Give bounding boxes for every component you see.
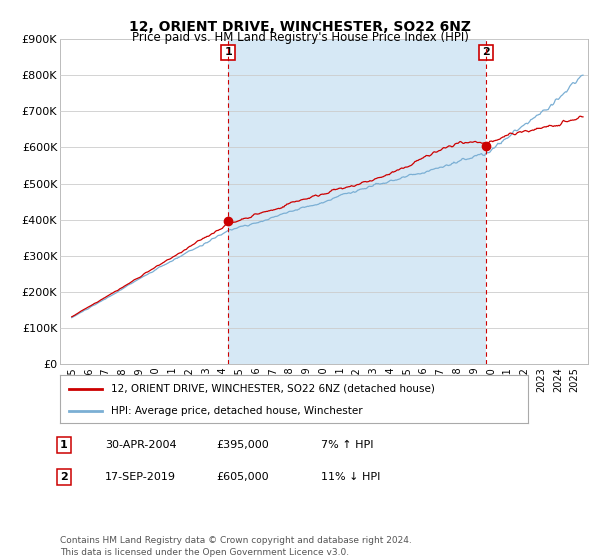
Text: 7% ↑ HPI: 7% ↑ HPI (321, 440, 373, 450)
Text: 2: 2 (482, 48, 490, 57)
Text: 1: 1 (60, 440, 68, 450)
Text: 1: 1 (224, 48, 232, 57)
Text: HPI: Average price, detached house, Winchester: HPI: Average price, detached house, Winc… (112, 406, 363, 416)
Text: 30-APR-2004: 30-APR-2004 (105, 440, 176, 450)
Text: £605,000: £605,000 (216, 472, 269, 482)
Text: 12, ORIENT DRIVE, WINCHESTER, SO22 6NZ: 12, ORIENT DRIVE, WINCHESTER, SO22 6NZ (129, 20, 471, 34)
Bar (228, 39, 486, 364)
Text: Contains HM Land Registry data © Crown copyright and database right 2024.
This d: Contains HM Land Registry data © Crown c… (60, 536, 412, 557)
Text: 12, ORIENT DRIVE, WINCHESTER, SO22 6NZ (detached house): 12, ORIENT DRIVE, WINCHESTER, SO22 6NZ (… (112, 384, 436, 394)
Text: £395,000: £395,000 (216, 440, 269, 450)
Text: Price paid vs. HM Land Registry's House Price Index (HPI): Price paid vs. HM Land Registry's House … (131, 31, 469, 44)
Text: 17-SEP-2019: 17-SEP-2019 (105, 472, 176, 482)
Text: 11% ↓ HPI: 11% ↓ HPI (321, 472, 380, 482)
Text: 2: 2 (60, 472, 68, 482)
